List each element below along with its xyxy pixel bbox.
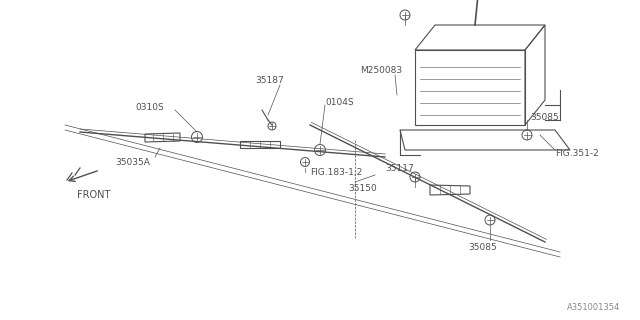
Text: 0104S: 0104S [325, 98, 354, 107]
Text: 35117: 35117 [385, 164, 413, 172]
Text: FIG.351-2: FIG.351-2 [555, 148, 599, 157]
Text: 35150: 35150 [348, 183, 377, 193]
Text: FIG.183-1,2: FIG.183-1,2 [310, 167, 362, 177]
Text: 0310S: 0310S [135, 102, 164, 111]
Text: 35085: 35085 [530, 113, 559, 122]
Text: M250083: M250083 [360, 66, 402, 75]
Text: A351001354: A351001354 [567, 303, 620, 312]
Text: 35085: 35085 [468, 244, 497, 252]
Text: 35035A: 35035A [115, 157, 150, 166]
Text: 35187: 35187 [255, 76, 284, 84]
Text: FRONT: FRONT [77, 190, 110, 200]
